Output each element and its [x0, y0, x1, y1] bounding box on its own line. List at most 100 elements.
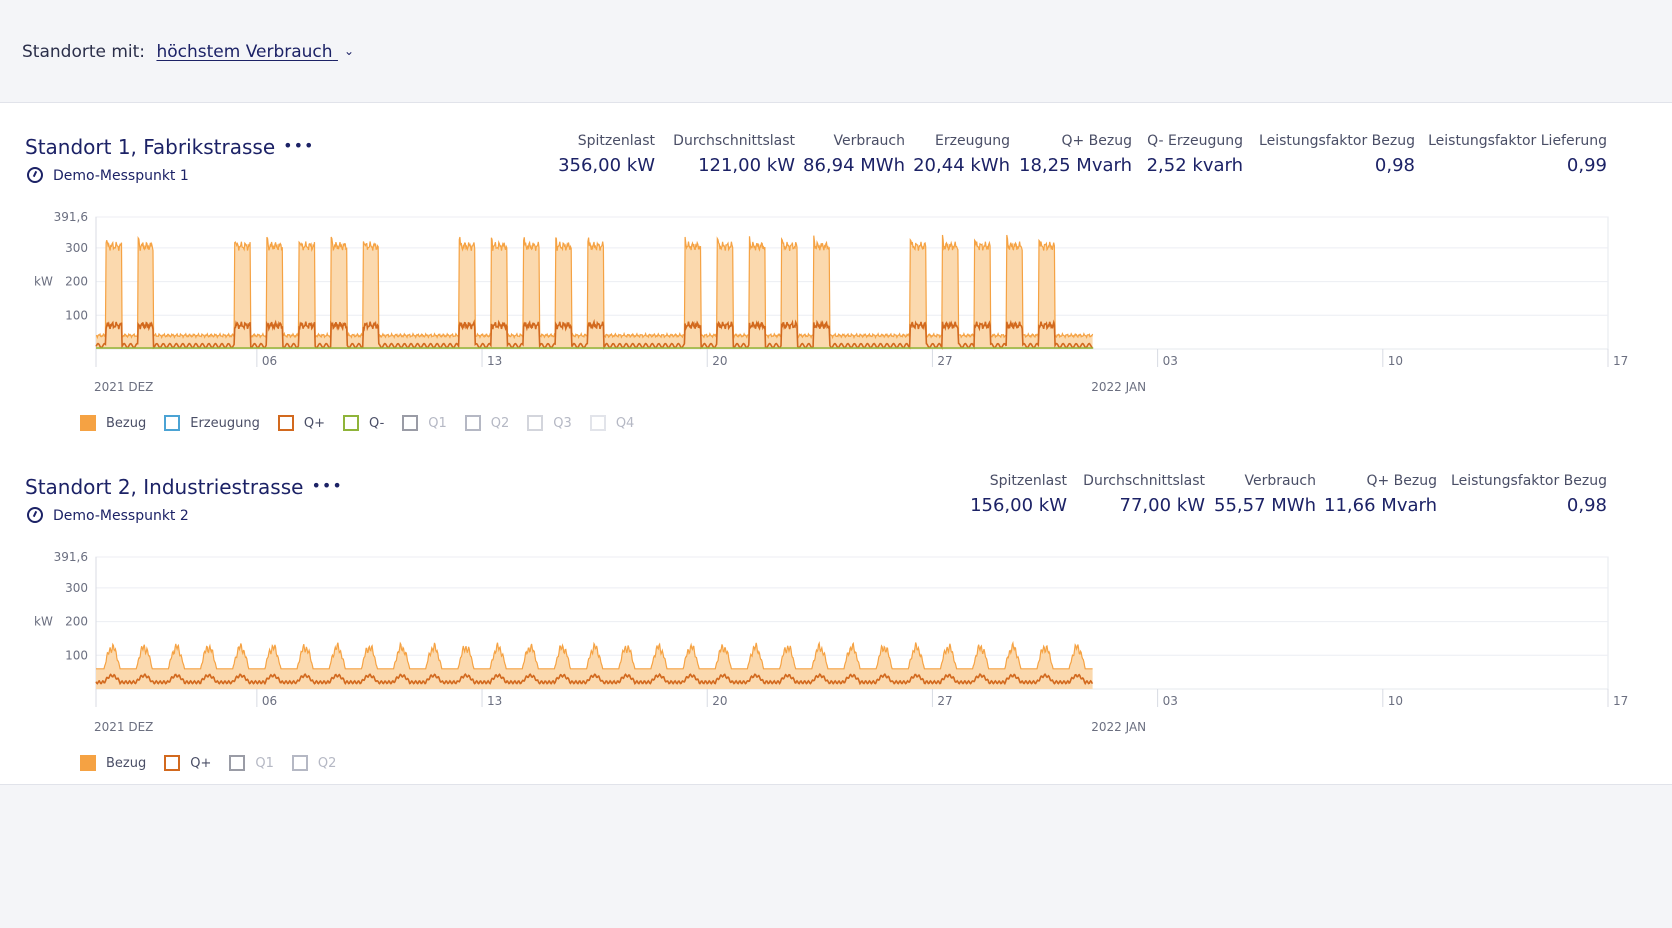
kpi-leistungsfaktor-lieferung: Leistungsfaktor Lieferung 0,99 [1417, 133, 1607, 176]
more-options-icon[interactable]: ••• [311, 476, 343, 495]
kpi-value: 0,98 [1374, 155, 1415, 176]
x-tick-label: 06 [262, 354, 277, 368]
kpi-spitzenlast: Spitzenlast 156,00 kW [937, 473, 1067, 516]
x-tick-label: 06 [262, 694, 277, 708]
kpi-q-erzeugung: Q- Erzeugung 2,52 kvarh [1133, 133, 1243, 176]
x-tick-label: 20 [712, 354, 727, 368]
legend-item-q2[interactable]: Q2 [464, 415, 510, 431]
legend-item-bezug[interactable]: Bezug [80, 415, 146, 431]
kpi-label: Leistungsfaktor Bezug [1451, 473, 1607, 489]
legend-label: Q1 [255, 756, 274, 771]
kpi-q-bezug: Q+ Bezug 18,25 Mvarh [1012, 133, 1132, 176]
y-tick-label: 391,6 [54, 550, 88, 564]
kpi-leistungsfaktor-bezug: Leistungsfaktor Bezug 0,98 [1235, 133, 1415, 176]
legend-item-q-minus[interactable]: Q+ [277, 415, 325, 431]
meter-link[interactable]: Demo-Messpunkt 2 [27, 507, 189, 524]
site-title: Standort 2, Industriestrasse ••• [25, 475, 343, 499]
kpi-erzeugung: Erzeugung 20,44 kWh [900, 133, 1010, 176]
kpi-value: 0,99 [1566, 155, 1607, 176]
y-tick-label: 300 [65, 241, 88, 255]
legend-label: Q3 [553, 416, 572, 431]
period-label: 2022 JAN [1091, 380, 1146, 394]
meter-name: Demo-Messpunkt 1 [53, 168, 189, 184]
kpi-value: 0,98 [1566, 495, 1607, 516]
y-tick-label: 200 [65, 615, 88, 629]
bezug-area [96, 235, 1093, 349]
legend-checkbox [402, 415, 419, 431]
kpi-label: Leistungsfaktor Lieferung [1428, 133, 1607, 149]
kpi-label: Leistungsfaktor Bezug [1259, 133, 1415, 149]
legend-label: Q1 [428, 416, 447, 431]
top-bar: Standorte mit: höchstem Verbrauch ⌄ [0, 0, 1672, 103]
y-tick-label: 300 [65, 581, 88, 595]
legend-item-q3[interactable]: Q3 [527, 415, 572, 431]
legend-label: Q2 [490, 416, 510, 431]
x-tick-label: 13 [487, 354, 502, 368]
filter-label: Standorte mit: [22, 42, 146, 62]
x-tick-label: 10 [1388, 694, 1403, 708]
x-tick-label: 10 [1388, 354, 1403, 368]
kpi-value: 86,94 MWh [803, 155, 905, 176]
legend-item-q2[interactable]: Q2 [291, 755, 337, 771]
legend-item-erzeugung[interactable]: Erzeugung [164, 415, 260, 431]
x-tick-label: 03 [1163, 354, 1178, 368]
kpi-label: Durchschnittslast [673, 133, 795, 149]
kpi-value: 20,44 kWh [913, 155, 1010, 176]
y-axis-label: kW [34, 275, 53, 289]
x-tick-label: 17 [1613, 354, 1628, 368]
kpi-value: 121,00 kW [698, 155, 795, 176]
legend-label: Q2 [317, 756, 337, 771]
chevron-down-icon: ⌄ [343, 44, 355, 58]
legend-checkbox [464, 415, 481, 431]
legend-item-q4[interactable]: Q4 [589, 415, 635, 431]
kpi-label: Verbrauch [1244, 473, 1316, 489]
sort-dropdown[interactable]: höchstem Verbrauch ⌄ [156, 42, 354, 62]
legend-checkbox [589, 415, 606, 431]
kpi-q-bezug: Q+ Bezug 11,66 Mvarh [1317, 473, 1437, 516]
x-tick-label: 13 [487, 694, 502, 708]
y-axis-label: kW [34, 615, 53, 629]
kpi-label: Verbrauch [833, 133, 905, 149]
legend-label: Bezug [106, 756, 147, 771]
plot-area [95, 216, 1609, 350]
gauge-icon [27, 507, 43, 523]
kpi-value: 18,25 Mvarh [1019, 155, 1132, 176]
x-tick-label: 17 [1613, 694, 1628, 708]
kpi-durchschnittslast: Durchschnittslast 77,00 kW [1055, 473, 1205, 516]
legend-label: Q4 [615, 416, 635, 431]
kpi-verbrauch: Verbrauch 86,94 MWh [795, 133, 905, 176]
legend-item-q1[interactable]: Q1 [402, 415, 447, 431]
kpi-durchschnittslast: Durchschnittslast 121,00 kW [645, 133, 795, 176]
legend-item-bezug[interactable]: Bezug [80, 755, 146, 771]
legend-item-q-minus[interactable]: Q+ [164, 755, 211, 771]
more-options-icon[interactable]: ••• [283, 136, 315, 155]
kpi-label: Q- Erzeugung [1147, 133, 1243, 149]
x-tick-label: 20 [712, 694, 727, 708]
q-plus-line [95, 672, 1094, 686]
bezug-line [96, 640, 1093, 670]
kpi-leistungsfaktor-bezug: Leistungsfaktor Bezug 0,98 [1437, 473, 1607, 516]
legend-label: Q+ [190, 756, 212, 771]
bezug-area [96, 642, 1093, 689]
kpi-value: 11,66 Mvarh [1324, 495, 1437, 516]
legend-item-q-minus[interactable]: Q- [342, 415, 384, 431]
gauge-icon [27, 167, 43, 183]
chart-legend: Bezug Erzeugung Q+ Q- Q1 Q2 Q3 Q4 [80, 415, 652, 431]
sort-dropdown-value: höchstem Verbrauch [156, 42, 333, 62]
meter-link[interactable]: Demo-Messpunkt 1 [27, 167, 189, 184]
legend-item-q1[interactable]: Q1 [229, 755, 274, 771]
period-label: 2022 JAN [1091, 720, 1146, 734]
period-label: 2021 DEZ [94, 380, 153, 394]
site-title-text: Standort 2, Industriestrasse [25, 475, 304, 499]
kpi-verbrauch: Verbrauch 55,57 MWh [1206, 473, 1316, 516]
q-plus-line [95, 318, 1093, 350]
load-chart: 391,6 300 200 100 kW 06 13 20 27 03 10 17 2021 DEZ 20… [34, 550, 1628, 734]
kpi-value: 356,00 kW [558, 155, 655, 176]
kpi-value: 55,57 MWh [1214, 495, 1316, 516]
load-chart: 391,6 300 200 100 kW 06 13 20 27 03 10 17 2021 DEZ 20… [34, 210, 1628, 394]
x-tick-label: 27 [937, 354, 952, 368]
y-tick-label: 100 [65, 308, 88, 322]
site-title-text: Standort 1, Fabrikstrasse [25, 135, 276, 159]
kpi-label: Q+ Bezug [1366, 473, 1437, 489]
y-tick-label: 391,6 [54, 210, 88, 224]
